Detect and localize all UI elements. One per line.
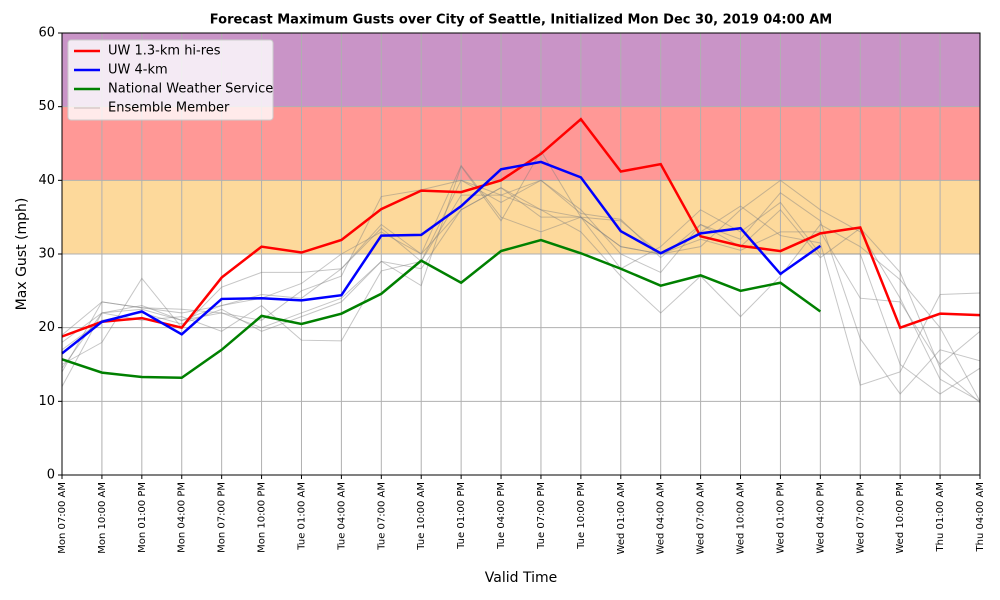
legend: UW 1.3-km hi-res UW 4-km National Weather … — [67, 39, 274, 121]
x-tick-label: Tue 07:00 PM — [536, 482, 547, 550]
y-tick-label: 20 — [38, 320, 55, 335]
x-tick-label: Tue 01:00 AM — [296, 482, 307, 551]
ensemble-line — [61, 187, 981, 369]
y-tick-label: 40 — [38, 173, 55, 188]
y-tick-label: 0 — [47, 468, 55, 483]
x-tick-label: Mon 07:00 PM — [217, 482, 228, 553]
x-tick-label: Mon 10:00 AM — [97, 482, 108, 554]
x-tick-label: Thu 01:00 AM — [935, 482, 946, 552]
x-tick-label: Wed 04:00 AM — [656, 482, 667, 554]
x-tick-label: Tue 10:00 PM — [576, 482, 587, 550]
x-tick-label: Thu 04:00 AM — [975, 482, 986, 552]
x-axis-label: Valid Time — [485, 570, 557, 586]
legend-box — [67, 39, 274, 121]
x-tick-label: Wed 10:00 PM — [895, 482, 906, 554]
legend-label: Ensemble Member — [108, 101, 230, 116]
x-tick-label: Mon 01:00 PM — [137, 482, 148, 553]
x-tick-label: Mon 07:00 AM — [57, 482, 68, 554]
x-tick-label: Wed 07:00 AM — [696, 482, 707, 554]
x-tick-label: Tue 10:00 AM — [416, 482, 427, 551]
x-tick-label: Tue 01:00 PM — [456, 482, 467, 550]
plot-frame — [61, 32, 981, 476]
x-tick-label: Wed 04:00 PM — [815, 482, 826, 554]
y-tick-label: 10 — [38, 394, 55, 409]
x-tick-label: Tue 07:00 AM — [376, 482, 387, 551]
y-tick-label: 60 — [38, 26, 55, 41]
x-tick-label: Wed 01:00 AM — [616, 482, 627, 554]
series-line — [61, 160, 822, 355]
x-tick-label: Tue 04:00 AM — [336, 482, 347, 551]
threshold-band — [62, 180, 980, 254]
series-line — [61, 238, 822, 380]
x-tick-label: Mon 04:00 PM — [177, 482, 188, 553]
legend-label: National Weather Service — [108, 82, 273, 97]
x-tick-label: Wed 01:00 PM — [775, 482, 786, 554]
ensemble-line — [61, 149, 981, 386]
x-tick-label: Mon 10:00 PM — [257, 482, 268, 553]
y-tick-label: 50 — [38, 99, 55, 114]
legend-label: UW 1.3-km hi-res — [108, 44, 221, 59]
ensemble-line — [61, 164, 981, 395]
chart-title: Forecast Maximum Gusts over City of Seat… — [210, 13, 832, 28]
y-axis-label: Max Gust (mph) — [14, 198, 30, 311]
legend-label: UW 4-km — [108, 63, 168, 78]
x-tick-label: Wed 10:00 AM — [736, 482, 747, 554]
ensemble-line — [61, 194, 981, 402]
y-tick-label: 30 — [38, 247, 55, 262]
ensemble-line — [61, 179, 981, 402]
ensemble-line — [61, 179, 981, 404]
x-tick-label: Wed 07:00 PM — [855, 482, 866, 554]
ensemble-line — [61, 179, 981, 395]
series-line — [61, 117, 981, 338]
x-tick-label: Tue 04:00 PM — [496, 482, 507, 550]
